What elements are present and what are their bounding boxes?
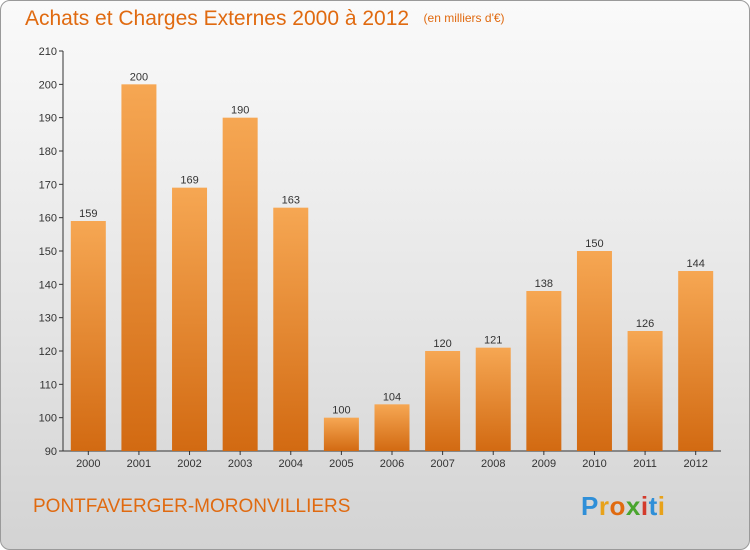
y-axis: 90 100 110 120 130 140 150 160 170 180 190 200 210 <box>39 46 64 458</box>
x-tick-label: 2001 <box>127 458 151 470</box>
bar <box>323 417 359 451</box>
bar <box>576 251 612 451</box>
logo-letter: x <box>625 491 641 521</box>
y-tick-label: 190 <box>39 113 57 125</box>
x-tick-label: 2006 <box>380 458 404 470</box>
y-tick-label: 150 <box>39 246 57 258</box>
y-tick-label: 90 <box>45 446 57 458</box>
x-tick-label: 2000 <box>76 458 100 470</box>
x-tick-label: 2012 <box>683 458 707 470</box>
proxiti-logo: Proxiti <box>581 491 665 522</box>
chart-subtitle: (en milliers d'€) <box>423 11 505 25</box>
y-tick-label: 160 <box>39 213 57 225</box>
logo-letter: i <box>657 491 666 521</box>
bar <box>70 221 106 451</box>
x-tick-label: 2007 <box>430 458 454 470</box>
y-tick-label: 200 <box>39 79 57 91</box>
bar-value-label: 190 <box>231 105 249 117</box>
bar <box>475 347 511 451</box>
y-tick-label: 130 <box>39 313 57 325</box>
bar-value-label: 138 <box>535 278 553 290</box>
bar-value-label: 126 <box>636 318 654 330</box>
y-tick-label: 140 <box>39 279 57 291</box>
bar <box>172 187 208 451</box>
bar <box>425 351 461 451</box>
x-tick-label: 2010 <box>582 458 606 470</box>
bar-value-label: 120 <box>433 338 451 350</box>
y-tick-label: 110 <box>39 379 57 391</box>
logo-letter: i <box>640 491 649 521</box>
y-tick-label: 180 <box>39 146 57 158</box>
bar <box>121 84 157 451</box>
bar <box>678 271 714 451</box>
bar <box>222 117 258 452</box>
chart-title: Achats et Charges Externes 2000 à 2012 <box>25 7 410 30</box>
x-tick-label: 2011 <box>633 458 657 470</box>
logo-letter: r <box>598 491 610 521</box>
x-tick-label: 2003 <box>228 458 252 470</box>
logo-letter: o <box>609 491 626 521</box>
bars: 159 200 169 190 163 100 104 120 121 138 150 126 144 <box>70 71 714 452</box>
x-tick-label: 2008 <box>481 458 505 470</box>
y-tick-label: 100 <box>39 413 57 425</box>
bar <box>273 207 309 451</box>
x-axis: 2000 2001 2002 2003 2004 2005 2006 2007 2008 2009… <box>63 450 721 470</box>
bar-value-label: 104 <box>383 391 401 403</box>
x-tick-label: 2005 <box>329 458 353 470</box>
bar <box>627 331 663 451</box>
bar-value-label: 100 <box>332 405 350 417</box>
bar <box>526 291 562 451</box>
commune-name: PONTFAVERGER-MORONVILLIERS <box>33 496 351 517</box>
bar-value-label: 169 <box>180 175 198 187</box>
bar-value-label: 121 <box>484 335 502 347</box>
bar-value-label: 200 <box>130 71 148 83</box>
x-tick-label: 2004 <box>279 458 303 470</box>
bar-value-label: 144 <box>687 258 705 270</box>
y-tick-label: 210 <box>39 46 57 58</box>
bar <box>374 404 410 451</box>
bar-value-label: 150 <box>585 238 603 250</box>
logo-letter: t <box>648 491 658 521</box>
x-tick-label: 2009 <box>532 458 556 470</box>
bar-value-label: 159 <box>79 208 97 220</box>
bar-value-label: 163 <box>282 195 300 207</box>
title-row: Achats et Charges Externes 2000 à 2012 (… <box>25 7 505 31</box>
x-tick-label: 2002 <box>177 458 201 470</box>
logo-letter: P <box>581 491 599 521</box>
y-tick-label: 170 <box>39 179 57 191</box>
y-tick-label: 120 <box>39 346 57 358</box>
